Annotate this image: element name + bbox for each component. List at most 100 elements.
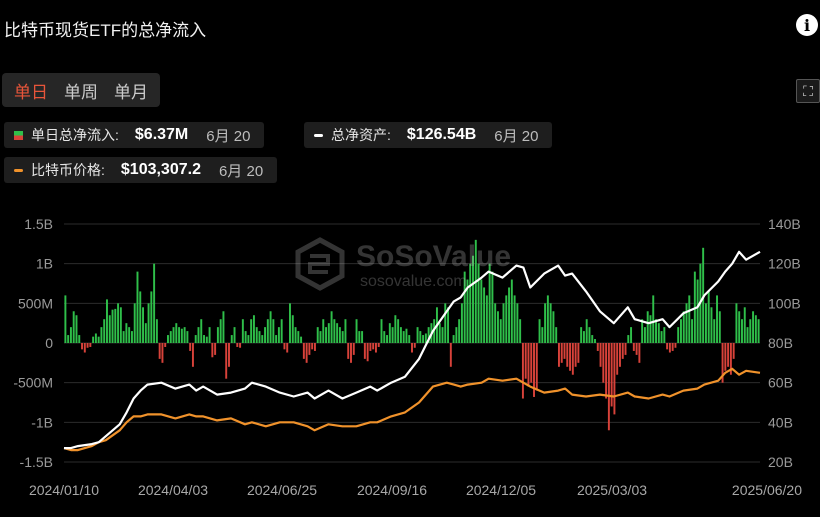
flow-bar [696, 279, 699, 343]
flow-bar [81, 343, 83, 350]
flow-bar [688, 295, 691, 343]
left-tick-label: -500M [13, 375, 53, 391]
legend-btc-price-date: 6月 20 [218, 162, 264, 180]
flow-bar [83, 343, 86, 353]
flow-bar [383, 331, 386, 343]
flow-bar [521, 343, 524, 399]
flow-bar [122, 331, 125, 343]
flow-bar [161, 343, 164, 363]
flow-bar [394, 315, 397, 343]
flow-bar [649, 315, 652, 343]
legend-total-assets-value: $126.54B [406, 126, 477, 143]
flow-bar [671, 343, 674, 351]
legend-daily-flow-date: 6月 20 [206, 127, 251, 145]
flow-bar [505, 295, 508, 343]
flow-bar [441, 327, 444, 343]
flow-bar [657, 323, 660, 343]
flow-bar [552, 311, 555, 343]
flow-bar [125, 323, 128, 343]
flow-bar [627, 335, 630, 343]
flow-bar [422, 335, 425, 343]
bar-swatch-icon [14, 130, 23, 140]
flow-bar [244, 331, 247, 343]
flow-bar [319, 331, 322, 343]
right-tick-label: 80B [768, 335, 793, 351]
flow-bar [372, 343, 375, 350]
flow-bar [602, 343, 605, 383]
flow-bar [682, 311, 685, 343]
tab-weekly[interactable]: 单周 [64, 82, 98, 102]
x-axis: 2024/01/10 2024/04/03 2024/06/25 2024/09/16… [29, 482, 802, 498]
flow-bar [619, 343, 621, 367]
flow-bar [413, 343, 416, 348]
flow-bar [424, 333, 427, 343]
flow-bar [178, 327, 181, 343]
right-tick-label: 100B [768, 295, 801, 311]
right-tick-label: 120B [768, 256, 801, 272]
flow-bar [416, 327, 419, 343]
info-icon[interactable]: i [796, 14, 818, 36]
flow-bar [311, 343, 314, 350]
fullscreen-icon[interactable]: ⛶ [796, 79, 820, 103]
flow-bar [150, 291, 153, 343]
flow-bar [460, 303, 463, 343]
flow-bar [133, 303, 136, 343]
flow-bar [605, 343, 608, 399]
flow-bar [754, 315, 757, 343]
flow-bar [350, 343, 352, 363]
flow-bar [294, 327, 297, 343]
tab-daily[interactable]: 单日 [14, 82, 48, 102]
flow-bar [721, 343, 724, 383]
flow-bar [455, 327, 458, 343]
flow-bar [108, 315, 111, 343]
legend-btc-price-label: 比特币价格: [31, 162, 105, 178]
flow-bar [153, 263, 156, 343]
flow-bar [632, 343, 635, 351]
flow-bar [646, 311, 649, 343]
flow-bar [585, 319, 588, 343]
total-assets-line [64, 250, 761, 450]
flow-bar [92, 336, 95, 343]
flow-bar [361, 331, 364, 343]
flow-bar [89, 343, 92, 347]
flow-bar [119, 307, 122, 343]
flow-bar [660, 331, 663, 343]
x-tick-label: 2025/06/20 [732, 482, 802, 498]
legend-total-assets-label: 总净资产: [331, 127, 391, 143]
line-swatch-icon [14, 168, 23, 172]
x-tick-label: 2024/12/05 [466, 482, 536, 498]
flow-bar [377, 343, 380, 347]
legend-total-assets-date: 6月 20 [494, 127, 539, 145]
flow-bar [469, 263, 472, 343]
flow-bar [117, 303, 120, 343]
btc-price-line [63, 367, 761, 452]
watermark: SoSoValue sosovalue.com [295, 237, 511, 291]
flow-bar [363, 343, 366, 359]
flow-bar [560, 343, 563, 363]
flow-bar [641, 319, 644, 343]
watermark-brand: SoSoValue [356, 240, 511, 273]
flow-bar [574, 343, 577, 367]
flow-bar [577, 343, 580, 363]
flow-bar [621, 343, 624, 359]
flow-bar [666, 343, 669, 350]
flow-bar [541, 327, 544, 343]
flow-bar [727, 343, 730, 367]
page-title: 比特币现货ETF的总净流入 [4, 21, 207, 40]
flow-bar [527, 343, 530, 387]
flow-bar [222, 311, 225, 343]
tab-monthly[interactable]: 单月 [114, 82, 148, 102]
flow-bar [411, 343, 413, 353]
flow-bar [344, 319, 347, 343]
flow-bar [313, 343, 316, 351]
flow-bar [69, 327, 72, 343]
flow-bar [289, 303, 291, 343]
flow-bar [405, 328, 408, 343]
flow-bar [250, 319, 253, 343]
flow-bar [710, 307, 713, 343]
flow-bar [519, 319, 522, 343]
flow-bar [391, 327, 394, 343]
flow-bar [408, 335, 411, 343]
flow-bar [241, 319, 244, 343]
